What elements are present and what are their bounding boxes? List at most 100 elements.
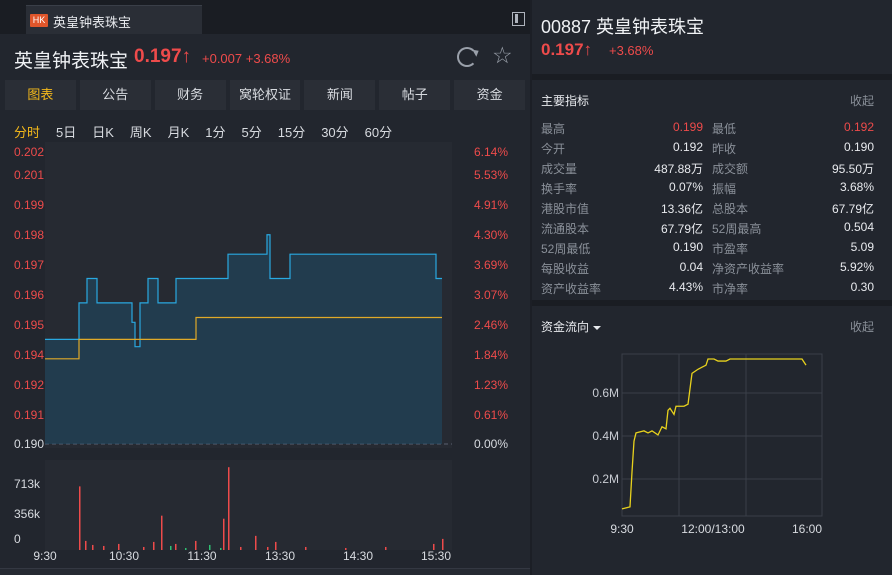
divider	[532, 300, 892, 306]
flow-plot-frame	[621, 353, 823, 517]
divider	[532, 74, 892, 80]
volume-bar	[223, 518, 225, 550]
market-badge: HK	[30, 14, 48, 27]
pct-tick-label: 4.30%	[474, 228, 508, 242]
metric-label: 成交额	[712, 162, 749, 176]
volume-bar	[228, 467, 230, 550]
volume-bar	[175, 543, 177, 550]
pct-tick-label: 1.23%	[474, 378, 508, 392]
metrics-title: 主要指标	[541, 94, 590, 108]
volume-bar	[305, 546, 307, 550]
period-3[interactable]: 周K	[129, 125, 152, 140]
capital-flow-title[interactable]: 资金流向	[541, 318, 602, 335]
volume-bar	[385, 546, 387, 550]
x-tick-label: 10:30	[109, 549, 139, 563]
detail-price: 0.197↑	[541, 40, 593, 59]
metric-row: 资产收益率 4.43% 市净率 0.30	[541, 278, 874, 298]
volume-bar	[185, 547, 187, 550]
tab-1[interactable]: 公告	[79, 80, 151, 110]
metric-value: 0.07%	[668, 180, 703, 194]
period-0[interactable]: 分时	[14, 125, 41, 140]
capital-flow-chart: 0.6M 0.4M 0.2M 9:30 12:00/13:00 16:00	[592, 353, 823, 536]
flow-x-tick: 12:00/13:00	[681, 522, 745, 536]
volume-bar	[85, 540, 87, 550]
pct-tick-label: 0.00%	[474, 437, 508, 451]
volume-bar	[433, 543, 435, 550]
volume-bar	[143, 546, 145, 550]
tab-5[interactable]: 帖子	[379, 80, 451, 110]
metric-row: 52周最低 0.190 市盈率 5.09	[541, 238, 874, 258]
dropdown-caret-icon	[593, 325, 602, 330]
flow-collapse-button[interactable]: 收起	[849, 320, 874, 334]
period-7[interactable]: 15分	[277, 125, 306, 140]
period-2[interactable]: 日K	[92, 125, 114, 140]
metric-label: 52周最高	[712, 222, 762, 236]
metric-value: 0.190	[843, 140, 874, 154]
pct-tick-label: 0.61%	[474, 408, 508, 422]
intraday-chart: 0.202 6.14% 0.201 5.53% 0.199 4.91% 0.198 4.30%…	[14, 142, 508, 563]
metric-label: 换手率	[541, 182, 578, 196]
y-tick-label: 0.192	[14, 378, 44, 392]
tab-4[interactable]: 新闻	[304, 80, 376, 110]
period-9[interactable]: 60分	[364, 125, 393, 140]
x-tick-label: 9:30	[33, 549, 57, 563]
volume-bar	[118, 543, 120, 550]
stock-tab[interactable]: HK 英皇钟表珠宝	[26, 5, 202, 34]
pct-tick-label: 1.84%	[474, 348, 508, 362]
price-line	[45, 234, 442, 348]
stock-name: 英皇钟表珠宝	[14, 51, 129, 72]
metric-row: 港股市值 13.36亿 总股本 67.79亿	[541, 198, 874, 218]
volume-bar	[79, 486, 81, 550]
y-tick-label: 0.201	[14, 168, 44, 182]
flow-x-tick: 16:00	[792, 522, 822, 536]
y-tick-label: 0.196	[14, 288, 44, 302]
metric-row: 最高 0.199 最低 0.192	[541, 118, 874, 138]
volume-bar	[255, 535, 257, 550]
y-tick-label: 0.195	[14, 318, 44, 332]
metric-value: 0.190	[672, 240, 703, 254]
tab-6[interactable]: 资金	[454, 80, 526, 110]
metric-label: 市净率	[712, 282, 749, 296]
detail-panel: 00887 英皇钟表珠宝 0.197↑ +3.68% 主要指标 收起 最高 0.1…	[532, 0, 892, 575]
metric-label: 总股本	[712, 202, 749, 216]
y-tick-label: 0.197	[14, 258, 44, 272]
volume-area	[45, 460, 452, 550]
section-tabs: 图表 公告 财务 窝轮权证 新闻 帖子 资金	[5, 80, 526, 110]
y-tick-label: 0.199	[14, 198, 44, 212]
volume-bar	[275, 541, 277, 550]
metric-label: 振幅	[712, 182, 737, 196]
period-1[interactable]: 5日	[56, 125, 77, 140]
tab-3[interactable]: 窝轮权证	[229, 80, 301, 110]
metric-label: 流通股本	[541, 222, 590, 236]
metric-row: 换手率 0.07% 振幅 3.68%	[541, 178, 874, 198]
quote-header: 英皇钟表珠宝 0.197↑ +0.007 +3.68% ☆	[0, 34, 530, 76]
volume-bar	[153, 541, 155, 550]
period-selector: 分时 5日 日K 周K 月K 1分 5分 15分 30分 60分	[14, 122, 408, 140]
tab-0[interactable]: 图表	[5, 80, 76, 110]
metric-value: 13.36亿	[660, 202, 703, 216]
period-8[interactable]: 30分	[321, 125, 349, 140]
y-tick-label: 0.191	[14, 408, 44, 422]
metric-label: 净资产收益率	[712, 262, 785, 276]
metrics-collapse-button[interactable]: 收起	[849, 94, 874, 108]
metric-value: 5.92%	[839, 260, 874, 274]
tab-title: 英皇钟表珠宝	[53, 15, 132, 30]
metric-label: 市盈率	[712, 242, 749, 256]
tab-2[interactable]: 财务	[154, 80, 226, 110]
period-4[interactable]: 月K	[167, 125, 190, 140]
x-tick-label: 14:30	[343, 549, 373, 563]
period-6[interactable]: 5分	[241, 125, 262, 140]
volume-bar	[92, 544, 94, 550]
panel-toggle-icon[interactable]	[512, 12, 525, 26]
metric-value: 0.504	[843, 220, 874, 234]
refresh-icon[interactable]	[457, 47, 477, 67]
pct-tick-label: 4.91%	[474, 198, 508, 212]
capital-flow-label: 资金流向	[541, 320, 590, 334]
volume-bar	[345, 547, 347, 550]
flow-y-tick: 0.4M	[592, 429, 619, 443]
period-5[interactable]: 1分	[205, 125, 226, 140]
metric-label: 今开	[541, 142, 566, 156]
stock-code-title: 00887 英皇钟表珠宝	[541, 17, 705, 37]
volume-bar	[195, 540, 197, 550]
favorite-star-icon[interactable]: ☆	[492, 42, 513, 68]
